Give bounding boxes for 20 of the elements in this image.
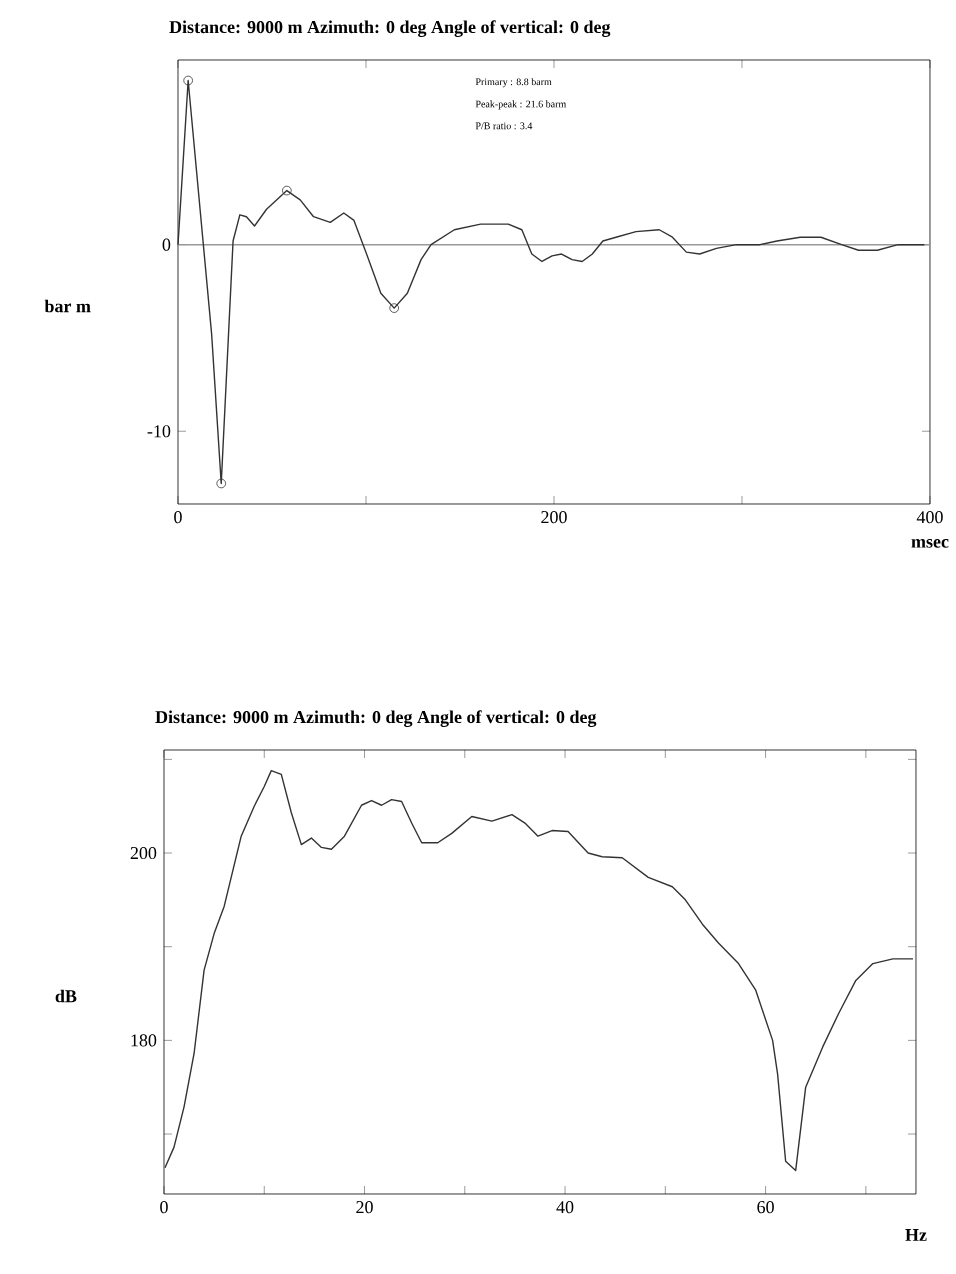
x-tick-label: 60 <box>757 1201 775 1214</box>
x-axis-title: msec <box>911 539 949 548</box>
point <box>183 75 194 86</box>
chart-title: Distance: 9000 m Azimuth: 0 deg Angle of vertical: 0 deg <box>155 710 597 727</box>
x-tick-label: 20 <box>356 1201 374 1214</box>
y-tick-label: 180 <box>131 1034 157 1047</box>
point <box>389 303 400 313</box>
y-axis-title: dB <box>55 989 77 1003</box>
point <box>282 185 292 196</box>
chart-title: Distance: 9000 m Azimuth: 0 deg Angle of vertical: 0 deg <box>169 20 611 37</box>
x-tick-label: 0 <box>174 511 182 524</box>
line-series <box>164 769 914 1172</box>
x-tick-label: 200 <box>541 511 567 524</box>
x-axis-title: Hz <box>905 1229 927 1241</box>
point <box>216 478 227 489</box>
line-series <box>177 79 926 485</box>
y-tick-label: -10 <box>147 425 171 438</box>
y-axis-title: bar m <box>44 299 91 313</box>
x-tick-label: 400 <box>917 511 943 524</box>
x-tick-label: 40 <box>556 1201 574 1214</box>
